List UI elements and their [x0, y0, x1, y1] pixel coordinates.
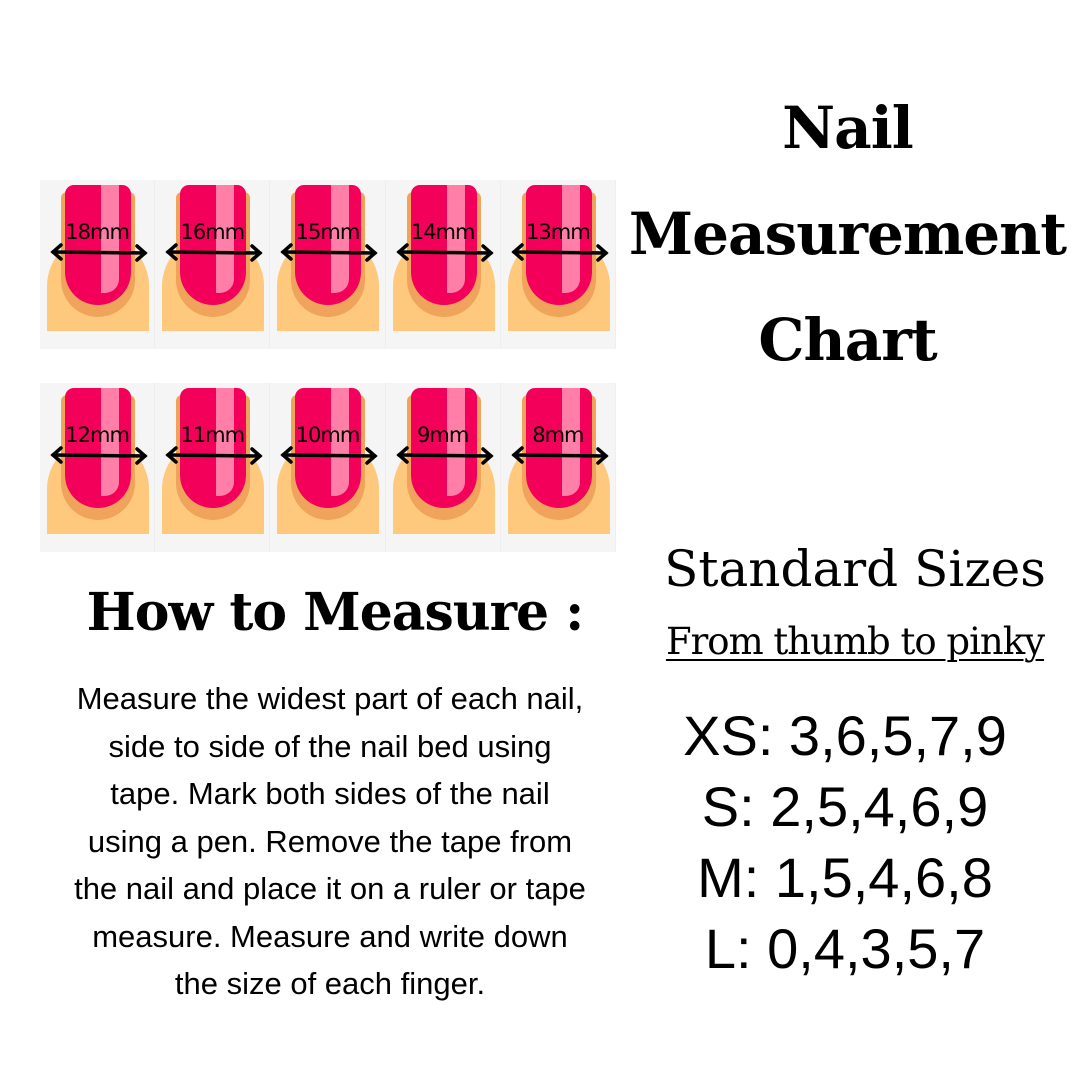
nail-size-label: 15mm [295, 220, 361, 244]
nail-size-label: 13mm [526, 220, 591, 244]
nail-cell: 9mm [386, 383, 501, 552]
double-arrow-icon [50, 243, 148, 262]
standard-sizes-heading: Standard Sizes [664, 540, 1046, 598]
nail-highlight [216, 388, 235, 496]
double-arrow-icon [280, 243, 379, 262]
size-xs: XS: 3,6,5,7,9 [683, 704, 1007, 767]
double-arrow-icon [511, 243, 609, 262]
nail-highlight [101, 185, 119, 293]
nail-highlight [331, 388, 350, 496]
nail-size-label: 12mm [65, 423, 130, 447]
nail-size-label: 9mm [417, 423, 469, 447]
nail-icon [65, 388, 131, 508]
nail-highlight [216, 185, 235, 293]
nail-highlight [446, 388, 465, 496]
nail-icon [525, 185, 592, 305]
nail-cell: 16mm [155, 180, 271, 349]
nail-icon [65, 185, 131, 305]
nail-size-label: 10mm [295, 423, 361, 447]
size-l: L: 0,4,3,5,7 [704, 917, 986, 980]
how-to-instructions: Measure the widest part of each nail, si… [74, 681, 586, 1001]
nail-row-1: 18mm 16mm 15mm 14mm 13mm [40, 180, 616, 349]
nail-cell: 12mm [40, 383, 156, 552]
nail-size-label: 11mm [180, 423, 245, 447]
nail-highlight [561, 388, 580, 496]
page-title: Nail Measurement Chart [628, 94, 1067, 374]
nail-cell: 11mm [155, 383, 271, 552]
nail-cell: 14mm [386, 180, 501, 349]
double-arrow-icon [165, 243, 263, 262]
nail-highlight [446, 185, 465, 293]
nail-cell: 18mm [40, 180, 156, 349]
nail-highlight [561, 185, 580, 293]
nail-highlight [101, 388, 119, 496]
size-s: S: 2,5,4,6,9 [701, 775, 989, 838]
nail-size-label: 16mm [180, 220, 245, 244]
nail-size-label: 18mm [65, 220, 130, 244]
nail-row-2: 12mm 11mm 10mm 9mm 8mm [40, 383, 616, 552]
nail-size-label: 8mm [532, 423, 584, 447]
standard-sizes-subheading: From thumb to pinky [665, 620, 1045, 663]
double-arrow-icon [50, 446, 148, 465]
double-arrow-icon [395, 243, 494, 262]
nail-cell: 15mm [270, 180, 386, 349]
nail-cell: 8mm [501, 383, 616, 552]
double-arrow-icon [511, 446, 609, 465]
nail-size-label: 14mm [410, 220, 476, 244]
nail-cell: 13mm [501, 180, 616, 349]
nail-cell: 10mm [270, 383, 386, 552]
nail-icon [410, 388, 477, 508]
nail-icon [410, 185, 477, 305]
double-arrow-icon [280, 446, 379, 465]
how-to-heading: How to Measure : [86, 582, 585, 643]
size-m: M: 1,5,4,6,8 [697, 846, 993, 909]
nail-icon [180, 185, 247, 305]
nail-icon [295, 388, 362, 508]
double-arrow-icon [165, 446, 263, 465]
nail-highlight [331, 185, 350, 293]
size-list: XS: 3,6,5,7,9 S: 2,5,4,6,9 M: 1,5,4,6,8 … [630, 700, 1060, 984]
double-arrow-icon [395, 446, 494, 465]
nail-icon [525, 388, 592, 508]
nail-icon [295, 185, 362, 305]
nail-icon [180, 388, 247, 508]
